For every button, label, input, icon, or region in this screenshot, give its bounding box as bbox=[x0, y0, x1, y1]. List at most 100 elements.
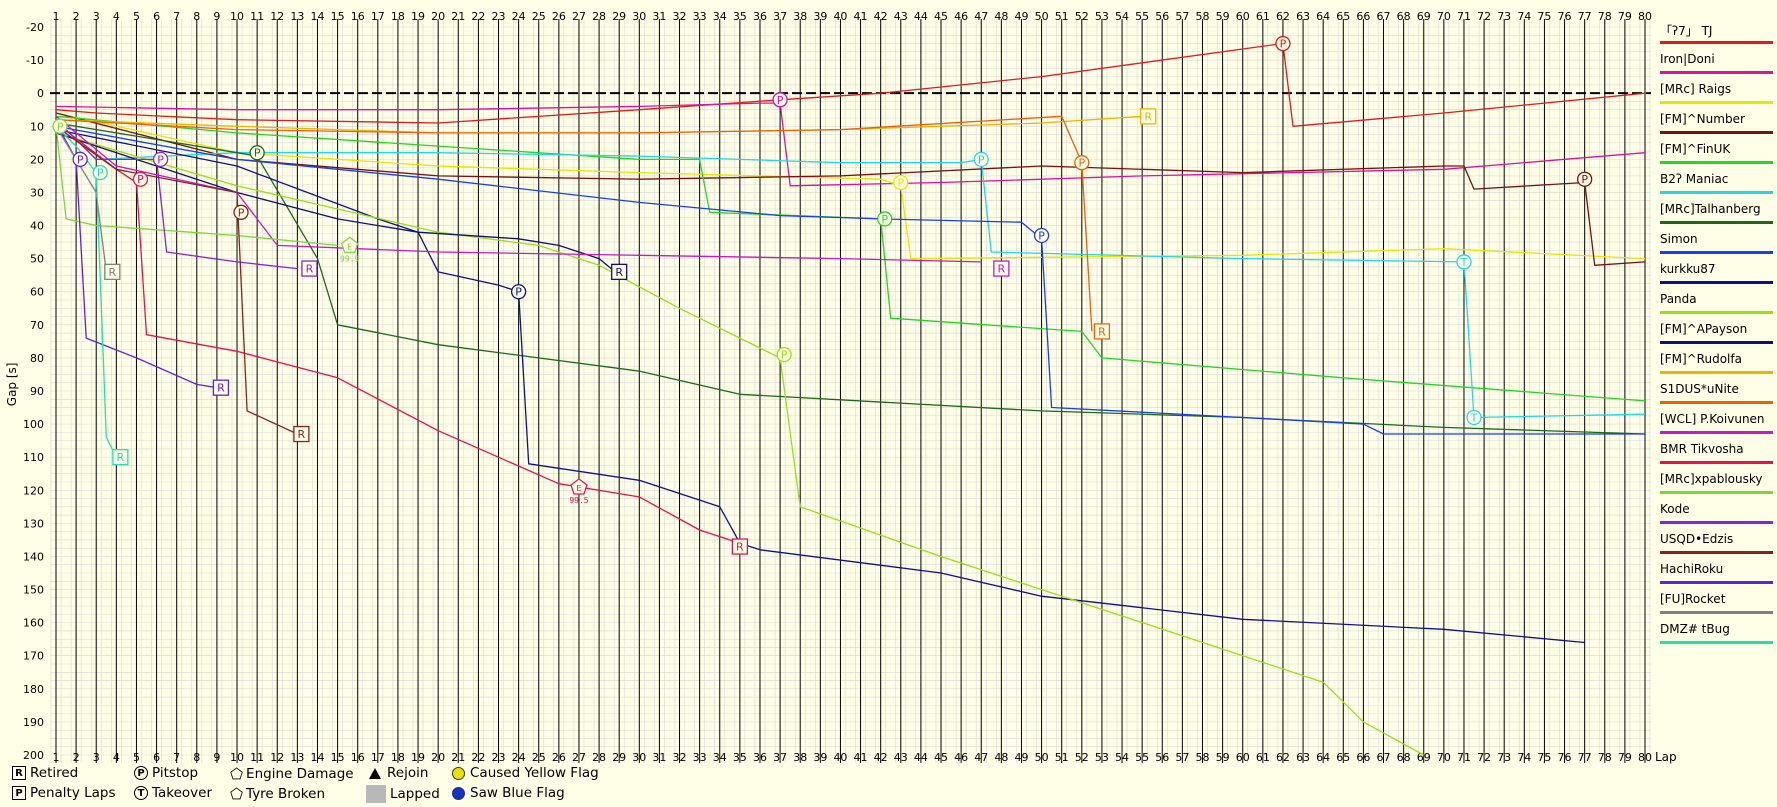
x-tick-label-top: 70 bbox=[1437, 10, 1451, 23]
marker-letter: P bbox=[77, 153, 84, 166]
marker-pitstop: P bbox=[52, 118, 68, 134]
x-tick-label-top: 42 bbox=[874, 10, 888, 23]
x-tick-label-bottom: 5 bbox=[133, 751, 140, 764]
marker-letter: P bbox=[97, 167, 104, 180]
x-tick-label-top: 80 bbox=[1638, 10, 1652, 23]
x-tick-label-bottom: 29 bbox=[612, 751, 626, 764]
x-tick-label-bottom: 8 bbox=[193, 751, 200, 764]
yellow-flag-icon bbox=[452, 766, 465, 780]
key-caused-yellow-label: Caused Yellow Flag bbox=[470, 765, 599, 781]
marker-pitstop: P bbox=[92, 164, 108, 181]
key-saw-blue: Saw Blue Flag bbox=[452, 785, 565, 801]
x-tick-label-bottom: 27 bbox=[572, 751, 586, 764]
marker-retired: R bbox=[301, 260, 318, 277]
marker-pitstop: P bbox=[1033, 227, 1050, 244]
x-tick-label-bottom: 44 bbox=[914, 751, 928, 764]
key-penalty-label: Penalty Laps bbox=[30, 785, 116, 801]
x-tick-label-top: 24 bbox=[512, 10, 526, 23]
marker-shape bbox=[132, 171, 149, 187]
x-tick-label-top: 14 bbox=[310, 10, 324, 23]
marker-letter: E bbox=[347, 242, 352, 251]
legend-item: HachiRoku bbox=[1655, 562, 1773, 590]
x-tick-label-bottom: 22 bbox=[471, 751, 485, 764]
key-engine: ⬠ Engine Damage bbox=[230, 765, 354, 783]
marker-pitstop: P bbox=[249, 145, 265, 161]
x-tick-label-top: 51 bbox=[1055, 10, 1069, 23]
marker-engine-damage: E 99.9 bbox=[340, 236, 359, 263]
marker-shape bbox=[212, 379, 230, 396]
legend-swatch bbox=[1660, 611, 1773, 614]
series-line bbox=[55, 122, 741, 544]
marker-shape bbox=[1577, 171, 1593, 187]
x-tick-label-bottom: 9 bbox=[213, 751, 220, 764]
x-tick-label-bottom: 38 bbox=[793, 751, 807, 764]
marker-pitstop: P bbox=[510, 284, 527, 300]
x-tick-label-bottom: 11 bbox=[250, 751, 264, 764]
marker-letter: P bbox=[57, 120, 64, 133]
marker-takeover: T bbox=[1456, 254, 1472, 270]
x-tick-label-bottom: 71 bbox=[1457, 751, 1471, 764]
y-tick-label: 130 bbox=[23, 517, 44, 530]
marker-shape bbox=[1033, 227, 1050, 244]
x-tick-label-bottom: 62 bbox=[1276, 751, 1290, 764]
legend-swatch bbox=[1660, 521, 1773, 524]
marker-letter: R bbox=[108, 266, 116, 279]
x-tick-label-bottom: 17 bbox=[371, 751, 385, 764]
x-tick-label-top: 1 bbox=[53, 10, 60, 23]
key-rejoin-label: Rejoin bbox=[387, 765, 429, 781]
x-tick-label-bottom: 72 bbox=[1477, 751, 1491, 764]
marker-retired: R bbox=[1093, 323, 1111, 340]
y-tick-label: 140 bbox=[23, 550, 44, 563]
marker-shape bbox=[92, 164, 108, 181]
x-tick-label-top: 38 bbox=[793, 10, 807, 23]
legend-item: [MRc]xpablousky bbox=[1655, 472, 1773, 500]
x-tick-label-bottom: 36 bbox=[753, 751, 767, 764]
x-tick-label-top: 6 bbox=[153, 10, 160, 23]
x-tick-label-top: 64 bbox=[1316, 10, 1330, 23]
marker-letter: R bbox=[1098, 325, 1106, 338]
marker-shape bbox=[772, 92, 788, 108]
y-tick-label: 60 bbox=[30, 286, 44, 299]
x-tick-label-top: 48 bbox=[994, 10, 1008, 23]
x-tick-label-top: 78 bbox=[1598, 10, 1612, 23]
x-tick-label-bottom: 57 bbox=[1175, 751, 1189, 764]
legend-item: Simon bbox=[1655, 232, 1773, 260]
legend-item: [MRc]Talhanberg bbox=[1655, 202, 1773, 230]
x-tick-label-bottom: 50 bbox=[1035, 751, 1049, 764]
y-tick-label: -10 bbox=[26, 54, 44, 67]
x-tick-label-bottom: 13 bbox=[290, 751, 304, 764]
marker-pitstop: P bbox=[1074, 155, 1090, 171]
x-tick-label-top: 13 bbox=[290, 10, 304, 23]
marker-shape bbox=[301, 260, 318, 277]
x-tick-label-bottom: 14 bbox=[310, 751, 324, 764]
x-tick-label-top: 26 bbox=[552, 10, 566, 23]
marker-letter: R bbox=[298, 428, 306, 441]
legend-label: [FM]^FinUK bbox=[1660, 142, 1731, 156]
legend-swatch bbox=[1660, 431, 1773, 434]
x-tick-label-bottom: 21 bbox=[451, 751, 465, 764]
rejoin-icon bbox=[369, 767, 381, 779]
marker-pitstop: P bbox=[776, 346, 792, 363]
x-tick-label-bottom: 76 bbox=[1558, 751, 1572, 764]
key-pitstop: P Pitstop bbox=[134, 765, 198, 781]
key-penalty: P Penalty Laps bbox=[12, 785, 116, 801]
marker-engine-damage: E 99.5 bbox=[569, 478, 589, 505]
legend-item: Iron|Doni bbox=[1655, 52, 1773, 80]
marker-shape bbox=[112, 449, 129, 466]
marker-letter: P bbox=[238, 206, 245, 219]
key-engine-label: Engine Damage bbox=[246, 766, 354, 782]
x-tick-label-top: 18 bbox=[391, 10, 405, 23]
x-tick-label-top: 53 bbox=[1095, 10, 1109, 23]
marker-shape bbox=[570, 478, 588, 495]
marker-shape bbox=[877, 211, 893, 227]
y-tick-label: 100 bbox=[23, 418, 44, 431]
x-tick-label-top: 44 bbox=[914, 10, 928, 23]
marker-letter: R bbox=[998, 263, 1006, 276]
marker-shape bbox=[104, 263, 121, 281]
takeover-icon: T bbox=[134, 786, 148, 800]
marker-shape bbox=[731, 538, 749, 555]
marker-letter: T bbox=[1470, 411, 1478, 424]
y-tick-label: 70 bbox=[30, 319, 44, 332]
marker-shape bbox=[510, 284, 527, 300]
marker-shape bbox=[776, 346, 792, 363]
